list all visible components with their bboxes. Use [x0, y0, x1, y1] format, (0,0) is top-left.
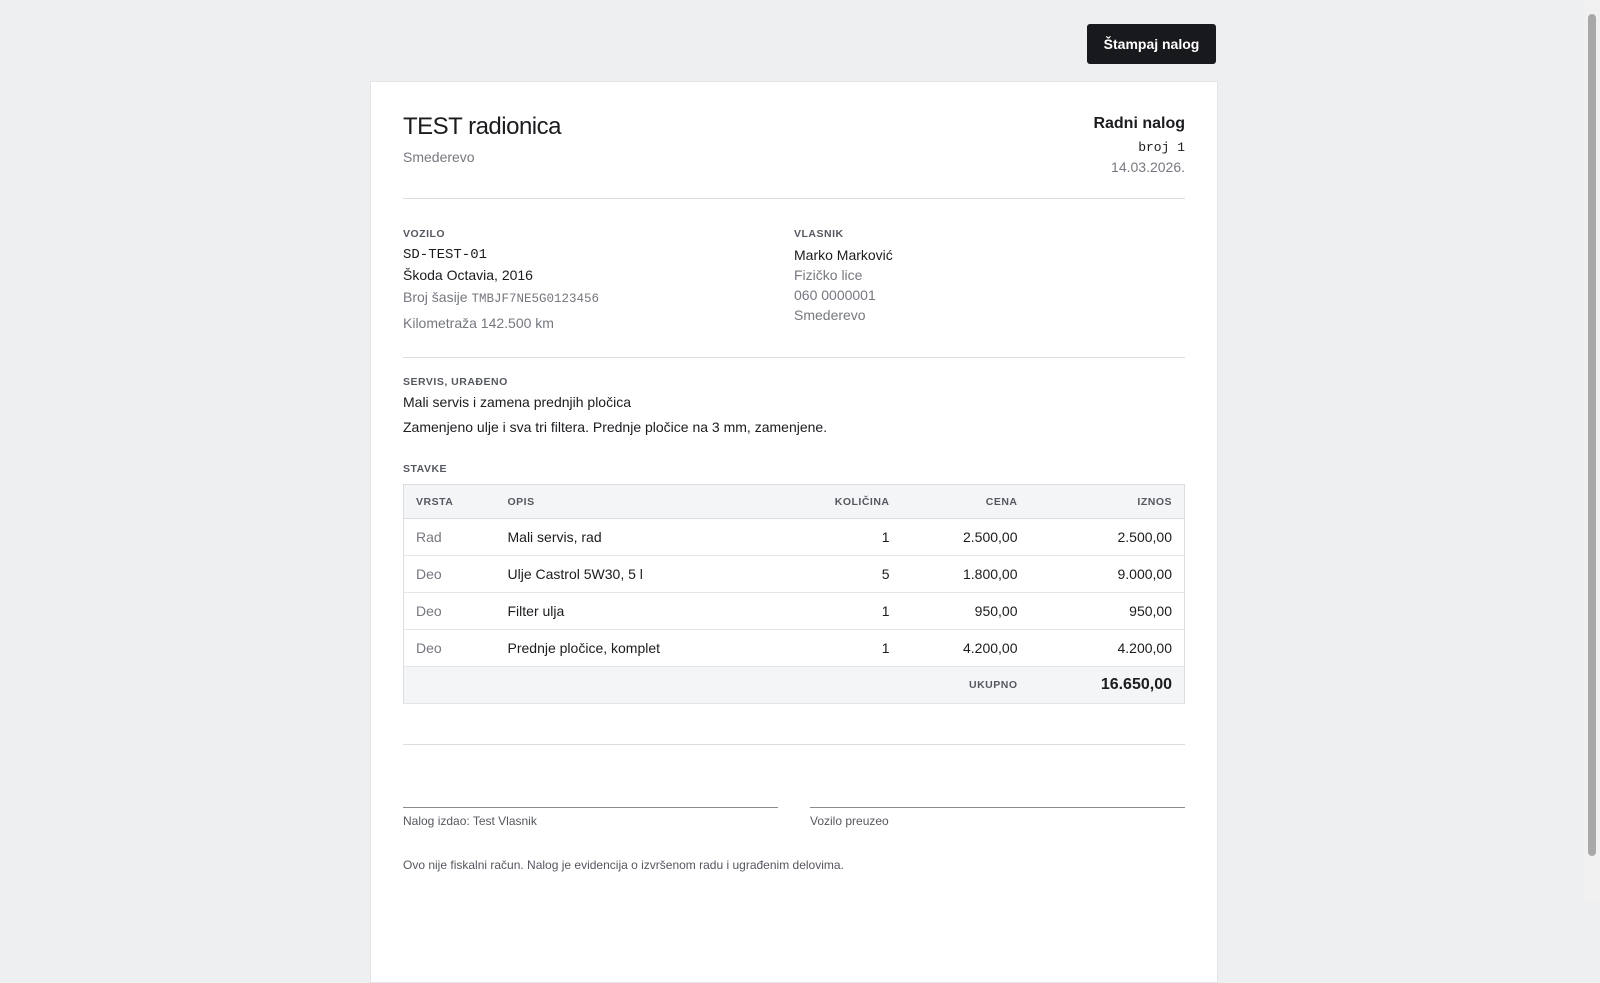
- footer-note: Ovo nije fiskalni račun. Nalog je eviden…: [403, 858, 844, 872]
- signature-issued: Nalog izdao: Test Vlasnik: [403, 807, 778, 828]
- total-label: UKUPNO: [901, 666, 1030, 704]
- column-header: KOLIČINA: [801, 484, 902, 519]
- cell: 9.000,00: [1029, 555, 1185, 593]
- print-button[interactable]: Štampaj nalog: [1087, 24, 1216, 64]
- cell: Filter ulja: [495, 592, 802, 630]
- header: TEST radionica Smederevo Radni nalog bro…: [403, 82, 1185, 199]
- shop-name: TEST radionica: [403, 113, 561, 140]
- total: 16.650,00: [1029, 666, 1185, 704]
- doc-info: Radni nalog broj 1 14.03.2026.: [1093, 82, 1185, 198]
- model: Škoda Octavia, 2016: [403, 267, 533, 283]
- signatures: Nalog izdao: Test Vlasnik Vozilo preuzeo: [403, 744, 1185, 828]
- doc-date: 14.03.2026.: [1111, 159, 1185, 175]
- cell: Prednje pločice, komplet: [495, 629, 802, 667]
- cell: Deo: [403, 555, 496, 593]
- header-row: VRSTA OPIS KOLIČINA CENA IZNOS: [403, 484, 1185, 519]
- item-row: Deo Ulje Castrol 5W30, 5 l 5 1.800,00 9.000,…: [403, 555, 1185, 593]
- cell: Rad: [403, 518, 496, 556]
- cell: 950,00: [1029, 592, 1185, 630]
- owner-name: Marko Marković: [794, 247, 893, 263]
- total-row: UKUPNO 16.650,00: [403, 666, 1185, 704]
- column-header: VRSTA: [403, 484, 496, 519]
- cell: 4.200,00: [1029, 629, 1185, 667]
- parties: VOZILO SD-TEST-01 Škoda Octavia, 2016 Br…: [403, 199, 1185, 358]
- cell: [403, 666, 902, 704]
- column-header: OPIS: [495, 484, 802, 519]
- doc-title: Radni nalog: [1093, 115, 1185, 132]
- section-label: VLASNIK: [794, 228, 844, 240]
- cell: 2.500,00: [901, 518, 1030, 556]
- service-notes: Zamenjeno ulje i sva tri filtera. Prednj…: [403, 419, 828, 435]
- item-row: Rad Mali servis, rad 1 2.500,00 2.500,00: [403, 518, 1185, 556]
- section-label: VOZILO: [403, 228, 446, 240]
- doc-number: broj 1: [1138, 140, 1185, 155]
- vin: TMBJF7NE5G0123456: [471, 292, 600, 306]
- cell: 950,00: [901, 592, 1030, 630]
- cell: Mali servis, rad: [495, 518, 802, 556]
- owner-city: Smederevo: [794, 307, 866, 323]
- section-label: STAVKE: [403, 463, 448, 475]
- signature-received: Vozilo preuzeo: [810, 807, 1185, 828]
- cell: 5: [801, 555, 902, 593]
- items-table: VRSTA OPIS KOLIČINA CENA IZNOS Rad Mali servi…: [403, 484, 1185, 704]
- owner: VLASNIK Marko Marković Fizičko lice 060 …: [794, 199, 1185, 357]
- column-header: CENA: [901, 484, 1030, 519]
- cell: 1.800,00: [901, 555, 1030, 593]
- work-order: TEST radionica Smederevo Radni nalog bro…: [370, 81, 1218, 983]
- item-row: Deo Prednje pločice, komplet 1 4.200,00 4.20…: [403, 629, 1185, 667]
- column-header: IZNOS: [1029, 484, 1185, 519]
- cell: 4.200,00: [901, 629, 1030, 667]
- shop-city: Smederevo: [403, 149, 475, 165]
- cell: Ulje Castrol 5W30, 5 l: [495, 555, 802, 593]
- scroll-thumb[interactable]: [1588, 14, 1596, 856]
- item-row: Deo Filter ulja 1 950,00 950,00: [403, 592, 1185, 630]
- scrollbar[interactable]: [1584, 0, 1600, 900]
- mileage: Kilometraža 142.500 km: [403, 315, 554, 331]
- vehicle: VOZILO SD-TEST-01 Škoda Octavia, 2016 Br…: [403, 199, 794, 357]
- owner-phone: 060 0000001: [794, 287, 876, 303]
- page: Štampaj nalog TEST radionica Smederevo R…: [370, 0, 1600, 983]
- owner-type: Fizičko lice: [794, 267, 863, 283]
- cell: Deo: [403, 592, 496, 630]
- cell: 1: [801, 592, 902, 630]
- cell: 1: [801, 518, 902, 556]
- cell: Deo: [403, 629, 496, 667]
- service: SERVIS, URAĐENO Mali servis i zamena pre…: [403, 358, 1185, 435]
- vin-label: Broj šasije: [403, 289, 468, 305]
- vin-row: Broj šasije TMBJF7NE5G0123456: [403, 287, 794, 309]
- cell: 2.500,00: [1029, 518, 1185, 556]
- plate: SD-TEST-01: [403, 247, 488, 263]
- service-title: Mali servis i zamena prednjih pločica: [403, 394, 631, 410]
- cell: 1: [801, 629, 902, 667]
- section-label: SERVIS, URAĐENO: [403, 376, 508, 388]
